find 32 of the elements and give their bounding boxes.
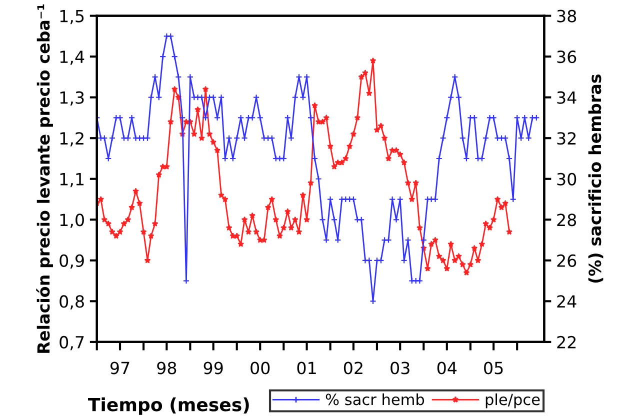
x-tick-label: 01 bbox=[297, 362, 316, 374]
y2-tick-label: 36 bbox=[557, 50, 576, 64]
y-tick-label: 1,1 bbox=[60, 173, 84, 188]
x-tick-label: 05 bbox=[484, 362, 503, 374]
y-tick-label: 1,2 bbox=[60, 132, 84, 146]
x-tick-label: 00 bbox=[250, 362, 270, 374]
y2-axis-title: (%) sacrificio hembras bbox=[588, 74, 604, 283]
y-tick-label: 0,7 bbox=[60, 336, 84, 350]
y2-tick-label: 28 bbox=[557, 214, 576, 226]
y-axis-title: Relación precio levante precio ceba⁻¹ bbox=[36, 4, 54, 353]
y2-tick-label: 30 bbox=[557, 172, 576, 186]
y2-tick-label: 32 bbox=[557, 132, 576, 145]
y2-tick-label: 26 bbox=[557, 254, 576, 267]
y-tick-label: 0,9 bbox=[60, 254, 84, 269]
x-tick-label: 98 bbox=[157, 362, 176, 374]
y-tick-label: 1,3 bbox=[60, 91, 84, 106]
y2-tick-label: 24 bbox=[557, 295, 576, 308]
legend-label: % sacr hemb bbox=[326, 393, 424, 406]
y-tick-label: 0,8 bbox=[60, 295, 84, 310]
x-tick-label: 99 bbox=[204, 362, 223, 374]
y2-tick-label: 34 bbox=[557, 91, 576, 104]
y2-tick-label: 22 bbox=[557, 336, 576, 348]
y-tick-label: 1,4 bbox=[60, 50, 84, 65]
x-axis-title: Tiempo (meses) bbox=[88, 397, 249, 415]
y2-tick-label: 38 bbox=[557, 10, 576, 22]
x-tick-label: 04 bbox=[437, 362, 457, 374]
x-tick-label: 97 bbox=[110, 362, 130, 374]
x-tick-label: 02 bbox=[344, 362, 362, 374]
y-tick-label: 1,0 bbox=[60, 214, 84, 228]
x-tick-label: 03 bbox=[390, 362, 410, 374]
legend-label: ple/pce bbox=[486, 393, 540, 408]
y-tick-label: 1,5 bbox=[60, 10, 84, 24]
